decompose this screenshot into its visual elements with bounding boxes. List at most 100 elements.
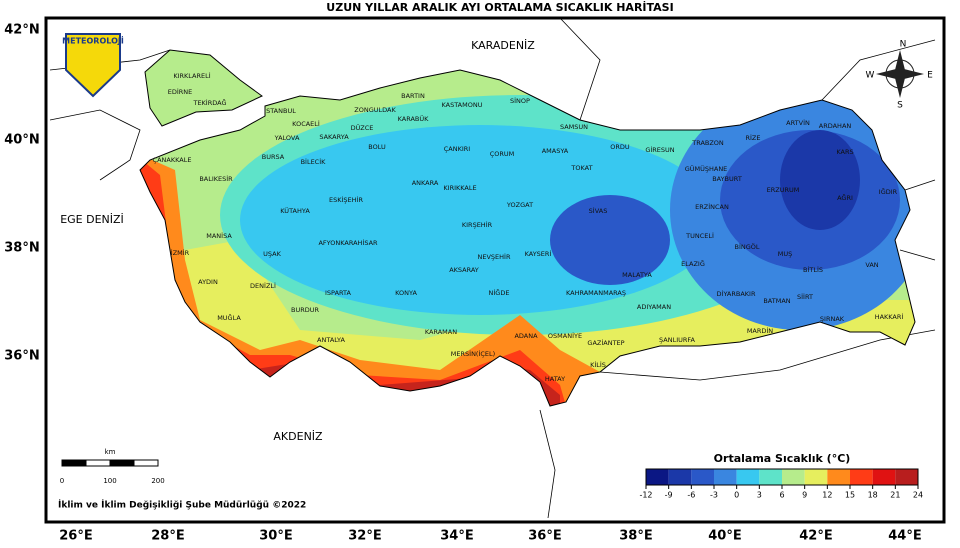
province-label: DÜZCE <box>351 123 374 132</box>
province-label: BAYBURT <box>712 175 742 183</box>
province-label: KOCAELİ <box>292 119 320 128</box>
logo: METEOROLOJİ <box>62 33 124 98</box>
province-label: HAKKARİ <box>875 312 904 321</box>
province-label: KONYA <box>395 289 417 297</box>
province-label: İZMİR <box>171 248 190 257</box>
scale-segment <box>61 459 87 467</box>
province-label: ŞANLIURFA <box>659 336 696 344</box>
lat-label: 38°N <box>4 241 39 256</box>
lon-label: 38°E <box>619 529 652 544</box>
scale-unit: km <box>105 448 116 456</box>
legend-swatch <box>850 469 873 485</box>
province-label: BALIKESİR <box>199 174 233 183</box>
province-label: ARTVİN <box>786 118 810 127</box>
province-label: BOLU <box>368 143 386 151</box>
province-label: ARDAHAN <box>819 122 852 130</box>
province-label: EDİRNE <box>168 87 193 96</box>
turkey-outline <box>139 49 916 407</box>
province-label: BARTIN <box>401 92 425 100</box>
neighbour-borders <box>49 17 936 519</box>
legend-tick-label: 0 <box>734 491 739 500</box>
province-label: BİTLİS <box>803 265 823 274</box>
province-label: BATMAN <box>763 297 790 305</box>
province-label: OSMANİYE <box>548 331 582 340</box>
legend-title: Ortalama Sıcaklık (°C) <box>714 452 851 465</box>
province-label: ERZURUM <box>767 186 800 194</box>
province-label: SİVAS <box>589 206 608 215</box>
province-label: AKSARAY <box>449 266 479 274</box>
compass <box>876 50 924 98</box>
province-label: BİNGÖL <box>734 242 759 251</box>
legend-tick-label: 24 <box>913 491 923 500</box>
province-label: SİİRT <box>797 292 813 301</box>
province-label: İSTANBUL <box>264 106 296 115</box>
scale-tick-label: 0 <box>60 477 64 485</box>
compass-letter: S <box>897 101 903 111</box>
province-label: NİĞDE <box>489 288 510 297</box>
lon-label: 32°E <box>348 529 381 544</box>
province-label: KIRKLARELİ <box>173 71 210 80</box>
legend-swatch <box>827 469 850 485</box>
province-label: NEVŞEHİR <box>478 252 511 261</box>
province-label: ANKARA <box>412 179 439 187</box>
sea-label: EGE DENİZİ <box>60 213 124 226</box>
province-label: ELAZIĞ <box>681 259 705 268</box>
legend-tick-label: -12 <box>639 491 652 500</box>
scale-segment <box>133 459 159 467</box>
province-label: MANİSA <box>206 231 232 240</box>
province-label: AĞRI <box>837 193 853 202</box>
lon-label: 26°E <box>59 529 92 544</box>
province-label: BİLECİK <box>301 157 327 166</box>
scale-tick-label: 100 <box>103 477 116 485</box>
compass-letter: N <box>900 40 907 50</box>
province-label: RİZE <box>746 133 761 142</box>
province-label: AMASYA <box>542 147 569 155</box>
province-label: VAN <box>865 261 878 269</box>
province-label: MALATYA <box>622 271 652 279</box>
scale-tick-label: 200 <box>151 477 164 485</box>
province-label: ANTALYA <box>317 336 345 344</box>
province-label: KARAMAN <box>425 328 457 336</box>
lon-label: 40°E <box>708 529 741 544</box>
legend-tick-label: -6 <box>687 491 695 500</box>
province-label: SAKARYA <box>319 133 349 141</box>
lon-label: 30°E <box>259 529 292 544</box>
legend-swatch <box>895 469 918 485</box>
sea-label: AKDENİZ <box>273 430 323 443</box>
province-label: UŞAK <box>263 250 281 258</box>
legend-tick-label: 3 <box>757 491 762 500</box>
province-label: KARS <box>836 148 853 156</box>
sea-label: KARADENİZ <box>471 39 535 52</box>
legend-tick-label: 15 <box>845 491 855 500</box>
province-label: AFYONKARAHİSAR <box>318 238 378 247</box>
legend-tick-label: 6 <box>779 491 784 500</box>
legend-tick-label: 18 <box>868 491 878 500</box>
lon-label: 44°E <box>888 529 921 544</box>
province-label: DİYARBAKIR <box>717 289 756 298</box>
province-label: IĞDIR <box>879 187 898 196</box>
province-label: KASTAMONU <box>442 101 483 109</box>
lat-label: 36°N <box>4 349 39 364</box>
province-label: MUĞLA <box>217 313 241 322</box>
legend-swatch <box>714 469 737 485</box>
legend-tick-label: -3 <box>710 491 718 500</box>
province-label: AYDIN <box>198 278 218 286</box>
province-label: KAHRAMANMARAŞ <box>566 289 626 297</box>
province-label: KIRŞEHİR <box>462 220 493 229</box>
province-label: YALOVA <box>274 134 300 142</box>
legend-tick-label: 9 <box>802 491 807 500</box>
province-label: BURSA <box>262 153 285 161</box>
lon-label: 28°E <box>151 529 184 544</box>
compass-letter: W <box>866 71 875 81</box>
province-label: SAMSUN <box>560 123 588 131</box>
province-label: YOZGAT <box>506 201 533 209</box>
province-label: GAZİANTEP <box>587 338 624 347</box>
footer: İklim ve İklim Değişikliği Şube Müdürlüğ… <box>58 500 306 511</box>
province-label: ÇANKIRI <box>444 145 471 153</box>
province-label: ADANA <box>514 332 538 340</box>
legend-swatch <box>782 469 805 485</box>
province-label: ERZİNCAN <box>695 202 729 211</box>
title: UZUN YILLAR ARALIK AYI ORTALAMA SICAKLIK… <box>326 0 673 14</box>
scale-segment <box>109 459 135 467</box>
